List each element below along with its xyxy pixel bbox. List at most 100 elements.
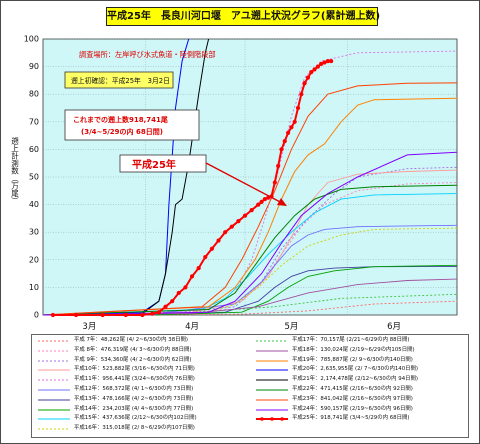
series-point — [322, 60, 327, 65]
legend-label: 平成11年：956,441尾 (3/24~6/30の内 76日間) — [74, 376, 195, 383]
y-tick-label: 10 — [29, 283, 39, 292]
series-line — [42, 151, 458, 316]
legend-swatch-marker — [260, 417, 264, 422]
legend-swatch — [256, 389, 288, 391]
callout-arrow — [205, 162, 285, 205]
series-line — [42, 97, 458, 316]
series-line — [42, 38, 190, 316]
legend-swatch — [256, 417, 288, 422]
legend-label: 平成25年：918,741尾 (3/4~5/29の内 68日間) — [292, 415, 410, 422]
legend-swatch — [256, 399, 288, 401]
legend-swatch — [256, 409, 288, 411]
y-tick-label: 30 — [29, 228, 39, 237]
series-point — [150, 311, 155, 316]
series-point — [329, 58, 334, 64]
series-point — [249, 208, 254, 213]
grid-layer — [43, 38, 457, 316]
chart-title: 平成25年 長良川河口堰 アユ遡上状況グラフ(累計遡上数) — [106, 7, 380, 26]
legend-label: 平成10年：523,882尾 (3/16~6/30の内 71日間) — [74, 366, 195, 373]
legend-label: 平成23年：841,042尾 (2/16~6/30の内 97日間) — [292, 395, 413, 402]
legend-swatch — [38, 350, 70, 352]
series-point — [285, 130, 291, 135]
legend-label: 平成 8年：476,319尾 (4/ 3~6/30の内 88日間) — [74, 346, 192, 353]
legend-label: 平成 7年：48,262尾 (4/ 2~6/30の内 38日間) — [74, 337, 189, 343]
series-point — [309, 70, 314, 75]
series-point — [216, 238, 221, 243]
legend-label: 平成13年：478,166尾 (4/ 2~6/30の内 73日間) — [74, 395, 194, 402]
legend-swatch — [38, 369, 70, 371]
axis-layer: 0 10 20 30 40 50 60 70 80 90 100 3月 4月 5月 6月 遡上計測数（万尾） — [10, 35, 401, 333]
series-point — [279, 147, 284, 152]
series-point — [163, 304, 168, 309]
legend-swatch — [256, 340, 288, 342]
legend-swatch — [38, 409, 70, 411]
legend-swatch — [38, 340, 70, 342]
series-point — [176, 290, 181, 296]
legend-label: 平成16年：315,018尾 (2/ 8~6/29の内107日間) — [74, 425, 195, 432]
series-point — [272, 180, 277, 185]
series-point — [140, 312, 145, 318]
series-line — [42, 227, 458, 316]
series-line — [42, 38, 210, 316]
callout-arrowhead — [277, 198, 287, 206]
series-point — [183, 285, 188, 290]
series-point — [189, 274, 195, 279]
series-point — [196, 265, 201, 271]
series-point — [299, 92, 304, 97]
y-tick-label: 40 — [29, 200, 39, 209]
legend-label: 平成12年：568,372尾 (4/ 1~6/30の内 73日間) — [74, 386, 194, 392]
legend-swatch — [38, 389, 70, 391]
series-point — [223, 230, 228, 235]
series-line — [148, 300, 458, 316]
y-tick-label: 100 — [24, 35, 39, 44]
y-tick-label: 70 — [29, 117, 39, 126]
survey-location-note: 調査場所：左岸呼び水式魚道・陸側階段部 — [79, 50, 216, 59]
y-axis-label: 遡上計測数（万尾） — [10, 136, 19, 205]
series-point — [325, 58, 330, 64]
series-line — [148, 265, 458, 316]
legend-swatch — [256, 360, 288, 362]
legend-label: 平成15年：437,636尾 (2/12~6/30の内102日間) — [74, 415, 197, 422]
y-tick-label: 50 — [29, 173, 39, 182]
series-point — [123, 312, 128, 318]
series-point — [170, 299, 175, 304]
series-point — [289, 125, 294, 130]
y-tick-label: 60 — [29, 145, 39, 154]
legend-swatch — [38, 418, 70, 420]
series-point — [229, 224, 234, 229]
x-tick-label: 3月 — [82, 322, 96, 332]
x-tick-label: 6月 — [387, 322, 401, 332]
series-point — [312, 67, 317, 72]
legend-label: 平成21年：2,174,478尾 (2/12~6/30の内 94日間) — [292, 376, 419, 383]
legend-swatch — [256, 379, 288, 381]
series-point — [156, 310, 162, 315]
total-count-period: (3/4~5/29の内 68日間) — [81, 127, 163, 136]
legend-label: 平成14年：234,203尾 (4/ 4~6/30の内 77日間) — [74, 405, 194, 412]
legend-swatch-marker — [280, 417, 284, 422]
legend: 平成 7年：48,262尾 (4/ 2~6/30の内 38日間) 平成 8年：47… — [31, 334, 469, 438]
series-line — [42, 278, 458, 316]
y-tick-label: 20 — [29, 255, 39, 264]
legend-swatch-marker — [270, 417, 274, 422]
series-point — [315, 64, 320, 69]
series-point — [74, 312, 79, 318]
series-point — [295, 105, 301, 111]
series-layer — [42, 38, 458, 318]
legend-label: 平成24年：590,157尾 (2/19~6/30の内 96日間) — [292, 405, 413, 412]
series-point — [236, 219, 241, 224]
series-point — [242, 213, 248, 218]
series-line — [92, 169, 458, 316]
legend-swatch — [256, 350, 288, 352]
series-point — [50, 312, 56, 318]
series-point — [305, 75, 311, 80]
callout-label: 平成25年 — [132, 158, 176, 171]
series-point — [276, 163, 281, 169]
series-point — [100, 312, 105, 318]
legend-label: 平成17年：70,157尾 (2/21~6/29の内 88日間) — [292, 337, 410, 343]
legend-swatch — [38, 379, 70, 381]
total-count-text: これまでの遡上数918,741尾 — [73, 115, 168, 124]
first-sighting-box — [64, 71, 174, 89]
legend-label: 平成18年：130,024尾 (2/19~6/29の内105日間) — [292, 346, 415, 353]
legend-label: 平成19年：785,887尾 (2/ 9~6/30の内140日間) — [292, 356, 413, 363]
